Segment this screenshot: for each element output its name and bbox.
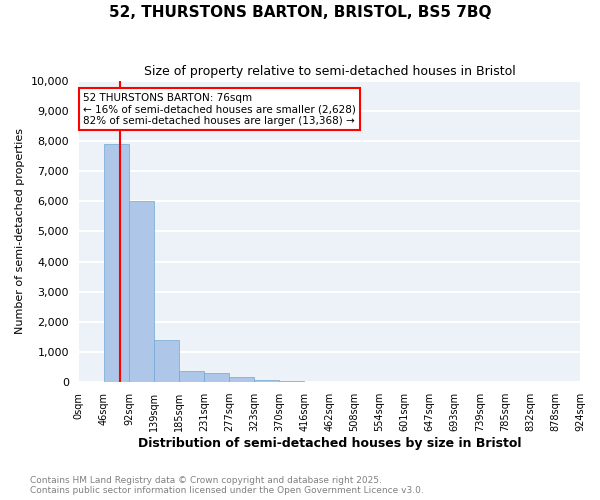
Y-axis label: Number of semi-detached properties: Number of semi-detached properties	[15, 128, 25, 334]
Bar	[204, 374, 229, 382]
Text: Contains HM Land Registry data © Crown copyright and database right 2025.
Contai: Contains HM Land Registry data © Crown c…	[30, 476, 424, 495]
Bar	[104, 144, 129, 382]
Bar	[229, 377, 254, 382]
Bar	[154, 340, 179, 382]
Title: Size of property relative to semi-detached houses in Bristol: Size of property relative to semi-detach…	[143, 65, 515, 78]
Bar	[179, 371, 204, 382]
Bar	[254, 380, 279, 382]
Bar	[279, 381, 304, 382]
Text: 52 THURSTONS BARTON: 76sqm
← 16% of semi-detached houses are smaller (2,628)
82%: 52 THURSTONS BARTON: 76sqm ← 16% of semi…	[83, 92, 356, 126]
Bar	[129, 201, 154, 382]
X-axis label: Distribution of semi-detached houses by size in Bristol: Distribution of semi-detached houses by …	[137, 437, 521, 450]
Text: 52, THURSTONS BARTON, BRISTOL, BS5 7BQ: 52, THURSTONS BARTON, BRISTOL, BS5 7BQ	[109, 5, 491, 20]
